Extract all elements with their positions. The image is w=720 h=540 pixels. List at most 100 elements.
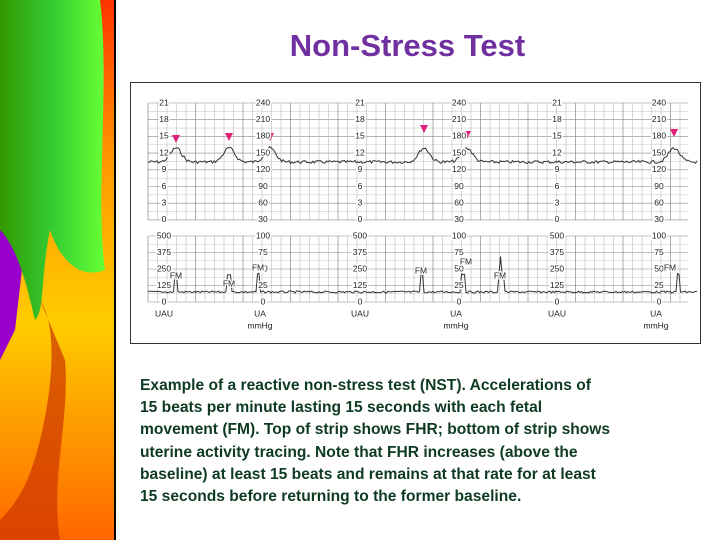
fm-label: FM <box>170 270 182 280</box>
scale-label: 240 <box>652 97 666 107</box>
scale-label: 18 <box>159 114 169 124</box>
scale-label: 30 <box>454 214 464 224</box>
scale-label: 240 <box>452 97 466 107</box>
fm-label: FM <box>664 262 676 272</box>
axis-label: UAU <box>351 308 369 318</box>
scale-label: 500 <box>353 230 367 240</box>
scale-label: 60 <box>654 197 664 207</box>
scale-label: 9 <box>358 164 363 174</box>
scale-label: 240 <box>256 97 270 107</box>
scale-label: 375 <box>550 247 564 257</box>
labels: 2118151296305003752501250UAU211815129630… <box>155 96 677 331</box>
scale-label: 50 <box>258 263 268 273</box>
caption-line: Example of a reactive non-stress test (N… <box>140 377 591 394</box>
scale-label: 3 <box>162 197 167 207</box>
scale-label: 0 <box>555 214 560 224</box>
caption-line: baseline) at least 15 beats and remains … <box>140 465 596 483</box>
scale-label: 150 <box>452 147 466 157</box>
arrow-marker <box>225 133 233 141</box>
scale-label: 0 <box>358 214 363 224</box>
scale-label: 30 <box>654 214 664 224</box>
side-decoration <box>0 0 116 540</box>
scale-label: 21 <box>159 97 169 107</box>
fm-label: FM <box>460 256 472 266</box>
caption-line: uterine activity tracing. Note that FHR … <box>140 443 578 461</box>
scale-label: 15 <box>159 131 169 141</box>
scale-label: 12 <box>159 147 169 157</box>
scale-label: 180 <box>256 131 270 141</box>
unit-label: mmHg <box>643 320 668 330</box>
scale-label: 210 <box>652 114 666 124</box>
scale-label: 100 <box>256 230 270 240</box>
scale-label: 60 <box>454 197 464 207</box>
scale-label: 0 <box>261 296 266 306</box>
axis-label: UA <box>254 308 266 318</box>
scale-label: 180 <box>452 131 466 141</box>
scale-label: 60 <box>258 197 268 207</box>
unit-label: mmHg <box>443 320 468 330</box>
scale-label: 90 <box>454 181 464 191</box>
scale-label: 0 <box>358 296 363 306</box>
scale-label: 75 <box>258 247 268 257</box>
axis-label: UAU <box>155 308 173 318</box>
scale-label: 210 <box>452 114 466 124</box>
scale-label: 0 <box>555 296 560 306</box>
unit-label: mmHg <box>247 320 272 330</box>
scale-label: 12 <box>355 147 365 157</box>
caption-line: 15 beats per minute lasting 15 seconds w… <box>140 399 543 417</box>
arrow-marker <box>463 131 471 139</box>
fm-label: FM <box>494 270 506 280</box>
scale-label: 21 <box>355 97 365 107</box>
scale-label: 6 <box>358 181 363 191</box>
scale-label: 90 <box>654 181 664 191</box>
scale-label: 125 <box>550 280 564 290</box>
caption-line: 15 seconds before returning to the forme… <box>140 488 522 506</box>
scale-label: 75 <box>454 247 464 257</box>
scale-label: 120 <box>256 164 270 174</box>
scale-label: 100 <box>452 230 466 240</box>
traces <box>147 125 698 294</box>
fm-label: FM <box>415 265 427 275</box>
scale-label: 100 <box>652 230 666 240</box>
scale-label: 25 <box>654 280 664 290</box>
arrow-marker <box>420 125 428 133</box>
scale-label: 9 <box>555 164 560 174</box>
axis-label: UA <box>450 308 462 318</box>
arrow-marker <box>266 133 274 141</box>
scale-label: 120 <box>452 164 466 174</box>
scale-label: 500 <box>550 230 564 240</box>
monitor-strip: 2118151296305003752501250UAU211815129630… <box>130 82 701 344</box>
scale-label: 50 <box>654 263 664 273</box>
scale-label: 6 <box>555 181 560 191</box>
scale-label: 150 <box>652 147 666 157</box>
axis-label: UAU <box>548 308 566 318</box>
scale-label: 25 <box>454 280 464 290</box>
scale-label: 125 <box>353 280 367 290</box>
axis-label: UA <box>650 308 662 318</box>
scale-label: 150 <box>256 147 270 157</box>
scale-label: 25 <box>258 280 268 290</box>
scale-label: 75 <box>654 247 664 257</box>
scale-label: 125 <box>157 280 171 290</box>
scale-label: 15 <box>552 131 562 141</box>
scale-label: 210 <box>256 114 270 124</box>
scale-label: 250 <box>550 263 564 273</box>
scale-label: 0 <box>162 214 167 224</box>
scale-label: 250 <box>157 263 171 273</box>
scale-label: 18 <box>552 114 562 124</box>
arrow-marker <box>172 135 180 143</box>
scale-label: 30 <box>258 214 268 224</box>
scale-label: 21 <box>552 97 562 107</box>
scale-label: 3 <box>555 197 560 207</box>
caption-line: movement (FM). Top of strip shows FHR; b… <box>140 421 611 439</box>
fhr-trace <box>147 145 698 165</box>
fm-label: FM <box>252 262 264 272</box>
scale-label: 180 <box>652 131 666 141</box>
scale-label: 120 <box>652 164 666 174</box>
scale-label: 9 <box>162 164 167 174</box>
slide-title: Non-Stress Test <box>289 28 526 63</box>
scale-label: 0 <box>457 296 462 306</box>
scale-label: 375 <box>157 247 171 257</box>
fm-label: FM <box>223 278 235 288</box>
